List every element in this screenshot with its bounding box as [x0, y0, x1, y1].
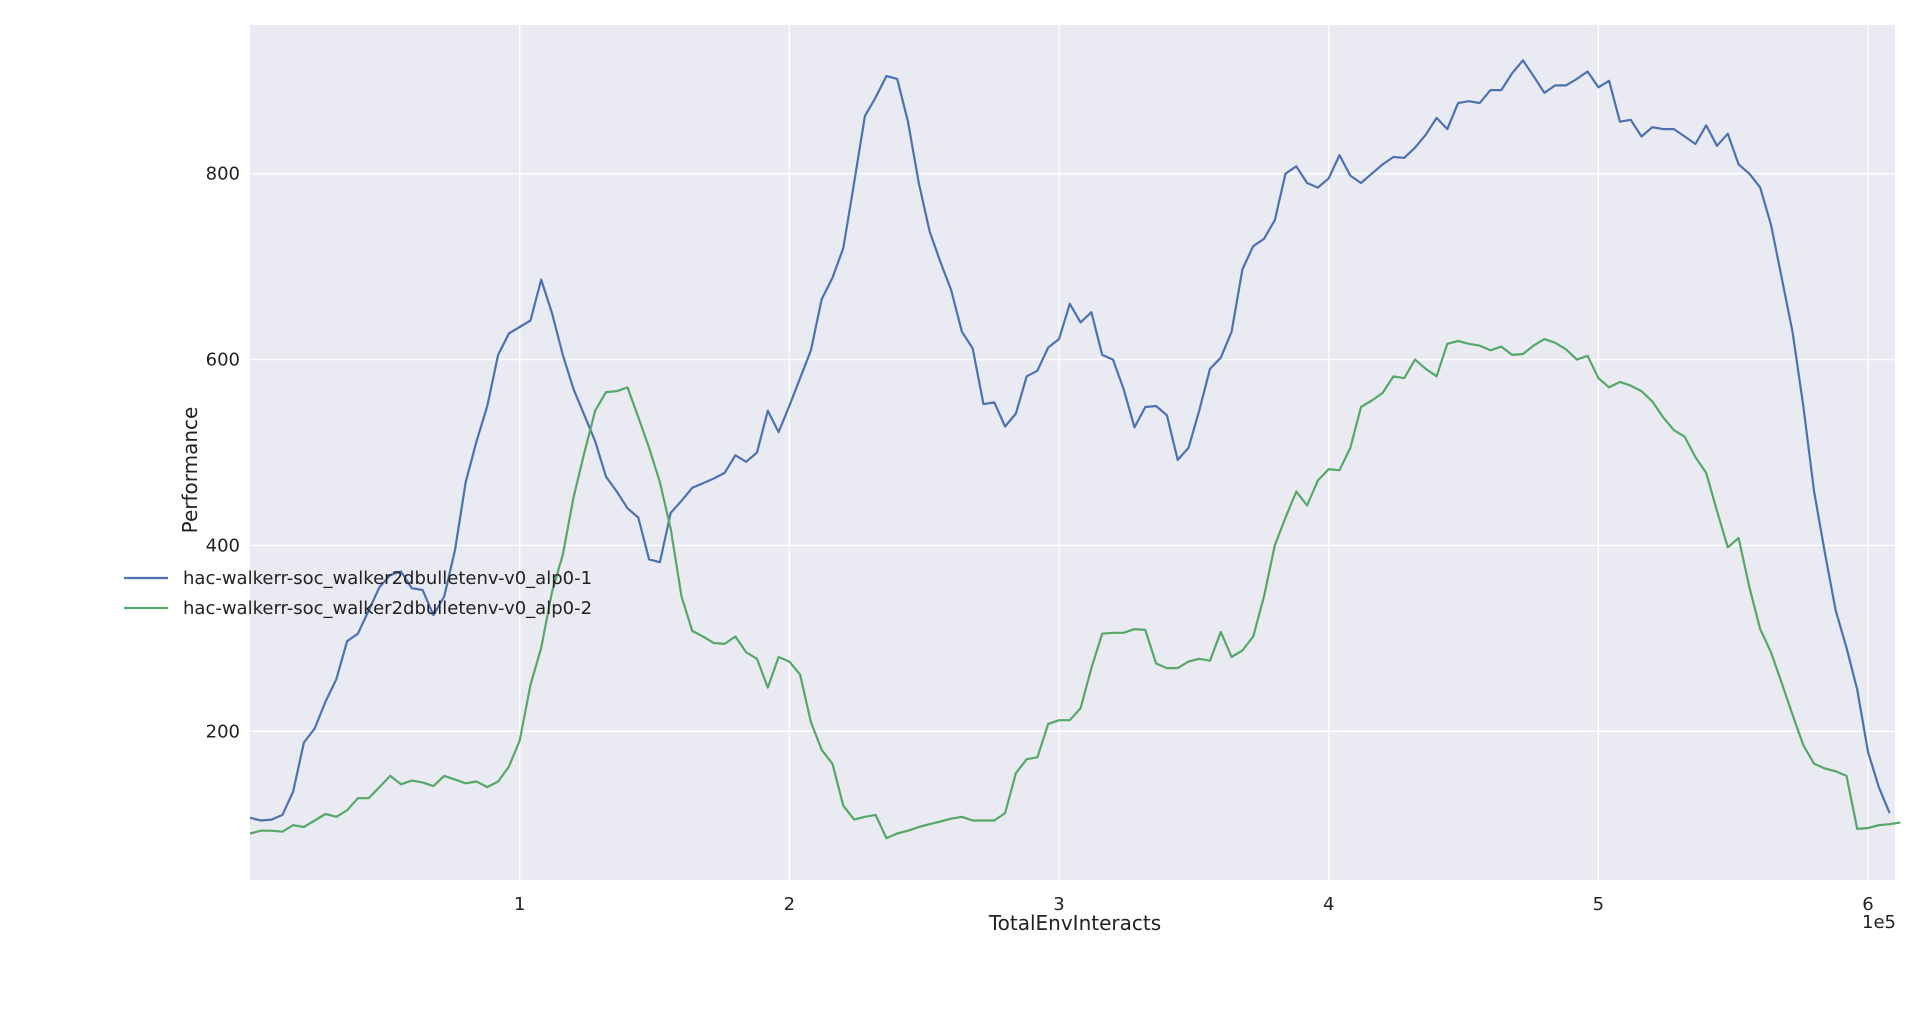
series-line-2: [249, 338, 1901, 840]
grid-lines: [250, 25, 1895, 880]
x-axis-multiplier: 1e5: [1862, 912, 1896, 933]
x-axis-title: TotalEnvInteracts: [988, 911, 1161, 935]
series-lines: [249, 59, 1901, 840]
x-tick-label: 1: [514, 894, 525, 915]
y-tick-label: 600: [206, 350, 240, 371]
x-tick-label: 2: [784, 894, 795, 915]
x-tick-label: 3: [1053, 894, 1064, 915]
y-tick-label: 400: [206, 535, 240, 556]
tick-labels: 1 2 3 4 5 6 200 400 600 800: [206, 164, 1874, 915]
x-tick-label: 5: [1593, 894, 1604, 915]
plot-background: [250, 25, 1895, 880]
y-tick-label: 200: [206, 721, 240, 742]
legend: hac-walkerr-soc_walker2dbulletenv-v0_alp…: [124, 568, 592, 619]
y-tick-label: 800: [206, 164, 240, 185]
y-axis-title: Performance: [178, 407, 202, 534]
legend-label-2: hac-walkerr-soc_walker2dbulletenv-v0_alp…: [183, 598, 592, 619]
x-tick-label: 4: [1323, 894, 1334, 915]
legend-label-1: hac-walkerr-soc_walker2dbulletenv-v0_alp…: [183, 568, 592, 589]
series-line-1: [249, 59, 1891, 822]
x-tick-label: 6: [1862, 894, 1873, 915]
